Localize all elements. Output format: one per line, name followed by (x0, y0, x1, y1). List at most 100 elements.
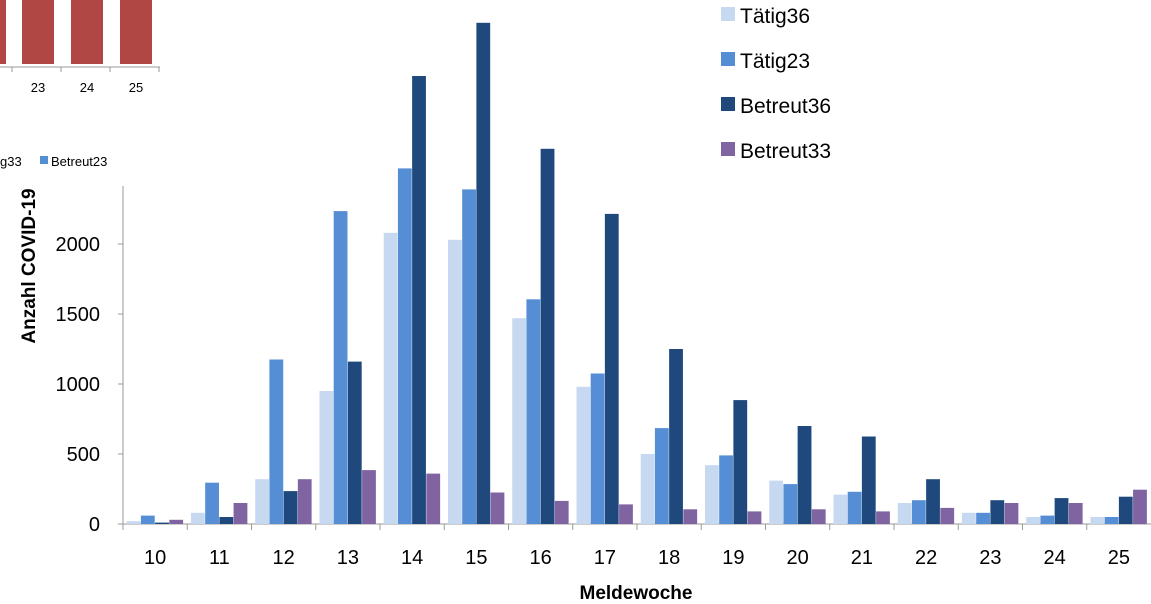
bar-taetig36-week-18 (640, 454, 655, 524)
x-tick-label: 12 (273, 547, 295, 569)
bar-betreut33-week-12 (297, 479, 312, 524)
legend-swatch (721, 142, 735, 156)
bar-taetig23-week-23 (976, 512, 990, 524)
bar-betreut33-week-19 (747, 511, 762, 524)
y-tick-label: 500 (67, 444, 100, 466)
bar-taetig36-week-24 (1026, 517, 1041, 524)
bar-betreut33-week-10 (169, 519, 184, 524)
y-tick-label: 0 (89, 514, 100, 536)
bar-betreut36-week-13 (347, 361, 362, 524)
legend-label: Tätig23 (740, 50, 810, 73)
bar-betreut36-week-25 (1118, 496, 1133, 524)
bar-betreut36-week-23 (990, 500, 1005, 524)
bar-taetig36-week-25 (1090, 517, 1105, 524)
bar-taetig23-week-12 (269, 359, 284, 524)
x-tick-label: 25 (1108, 547, 1130, 569)
bar-betreut33-week-13 (362, 470, 376, 524)
bar-taetig23-week-13 (333, 211, 348, 524)
x-tick-label: 22 (915, 547, 937, 569)
legend: Tätig36 Tätig23 Betreut36 Betreut33 (721, 5, 831, 163)
bar-taetig23-week-10 (140, 515, 155, 524)
x-tick-label: 18 (658, 547, 680, 569)
bar-taetig23-week-19 (719, 455, 733, 524)
bar-taetig23-week-17 (590, 373, 605, 524)
legend-swatch (721, 7, 735, 21)
bar-taetig23-week-25 (1104, 517, 1119, 524)
bar-betreut33-week-17 (619, 504, 633, 524)
x-tick-label: 15 (465, 547, 487, 569)
x-tick-label: 21 (851, 547, 873, 569)
x-tick-label: 20 (787, 547, 809, 569)
bar-betreut33-week-20 (811, 509, 826, 524)
bar-betreut33-week-14 (426, 473, 441, 524)
inset-tick-label: 25 (129, 80, 143, 95)
bar-betreut36-week-18 (669, 349, 683, 524)
bar-taetig36-week-20 (769, 480, 784, 524)
legend-label: Betreut33 (740, 140, 831, 163)
bar-betreut36-week-24 (1054, 498, 1069, 524)
inset-bar (71, 0, 103, 64)
y-axis-title: Anzahl COVID-19 (19, 188, 40, 343)
bar-taetig23-week-24 (1040, 515, 1055, 524)
bar-taetig36-week-16 (512, 318, 527, 524)
bar-betreut36-week-21 (861, 436, 876, 524)
bar-taetig36-week-17 (576, 386, 591, 524)
x-tick-label: 16 (530, 547, 552, 569)
bar-betreut36-week-11 (219, 517, 234, 524)
bar-betreut33-week-25 (1133, 489, 1147, 524)
legend-label: Tätig36 (740, 5, 810, 28)
inset-legend-fragment: g33 (0, 154, 22, 169)
x-tick-label: 17 (594, 547, 616, 569)
bar-taetig23-week-16 (526, 299, 541, 524)
bar-taetig36-week-19 (704, 465, 719, 524)
bar-taetig23-week-14 (397, 168, 412, 524)
x-tick-label: 11 (209, 547, 230, 569)
bar-betreut36-week-19 (733, 400, 748, 524)
y-tick-label: 1000 (56, 374, 101, 396)
x-tick-label: 14 (401, 547, 423, 569)
bar-taetig36-week-10 (126, 521, 141, 524)
bar-betreut33-week-22 (940, 507, 955, 524)
bar-taetig36-week-13 (319, 391, 334, 524)
bar-betreut36-week-15 (476, 22, 491, 525)
bar-taetig36-week-11 (190, 512, 205, 524)
inset-tick-label: 23 (31, 80, 45, 95)
bar-taetig36-week-22 (897, 503, 912, 524)
bar-betreut36-week-10 (155, 522, 169, 524)
x-tick-label: 24 (1044, 547, 1066, 569)
inset-legend-swatch (40, 156, 48, 164)
x-axis-title: Meldewoche (580, 583, 693, 604)
bar-taetig23-week-20 (783, 484, 798, 524)
bar-taetig36-week-23 (961, 512, 976, 524)
bar-betreut36-week-20 (797, 426, 812, 524)
x-tick-label: 23 (979, 547, 1001, 569)
inset-bar (120, 0, 152, 64)
x-tick-label: 13 (337, 547, 359, 569)
bar-betreut36-week-14 (412, 76, 426, 524)
bar-betreut33-week-15 (490, 492, 505, 524)
bar-betreut33-week-16 (554, 500, 569, 524)
bar-betreut33-week-24 (1068, 503, 1083, 524)
bar-taetig23-week-22 (911, 500, 926, 524)
bar-betreut33-week-23 (1004, 503, 1019, 524)
bar-betreut33-week-18 (683, 509, 698, 524)
bar-taetig23-week-15 (462, 189, 476, 524)
bar-betreut36-week-22 (926, 479, 940, 524)
bar-taetig23-week-18 (654, 428, 669, 524)
x-tick-label: 10 (144, 547, 166, 569)
bar-betreut33-week-21 (876, 511, 890, 524)
legend-label: Betreut36 (740, 95, 831, 118)
inset-tick-label: 24 (80, 80, 94, 95)
inset-bar (22, 0, 54, 64)
bar-taetig23-week-11 (205, 482, 219, 524)
inset-legend-label: Betreut23 (51, 154, 107, 169)
inset-bar (0, 0, 6, 64)
bar-betreut33-week-11 (233, 503, 248, 524)
y-tick-label: 2000 (56, 234, 101, 256)
bar-betreut36-week-12 (283, 491, 298, 524)
legend-swatch (721, 97, 735, 111)
bar-taetig36-week-15 (447, 239, 462, 525)
inset-chart: 23 24 25 g33 Betreut23 (0, 0, 160, 169)
bar-taetig36-week-21 (833, 494, 848, 524)
